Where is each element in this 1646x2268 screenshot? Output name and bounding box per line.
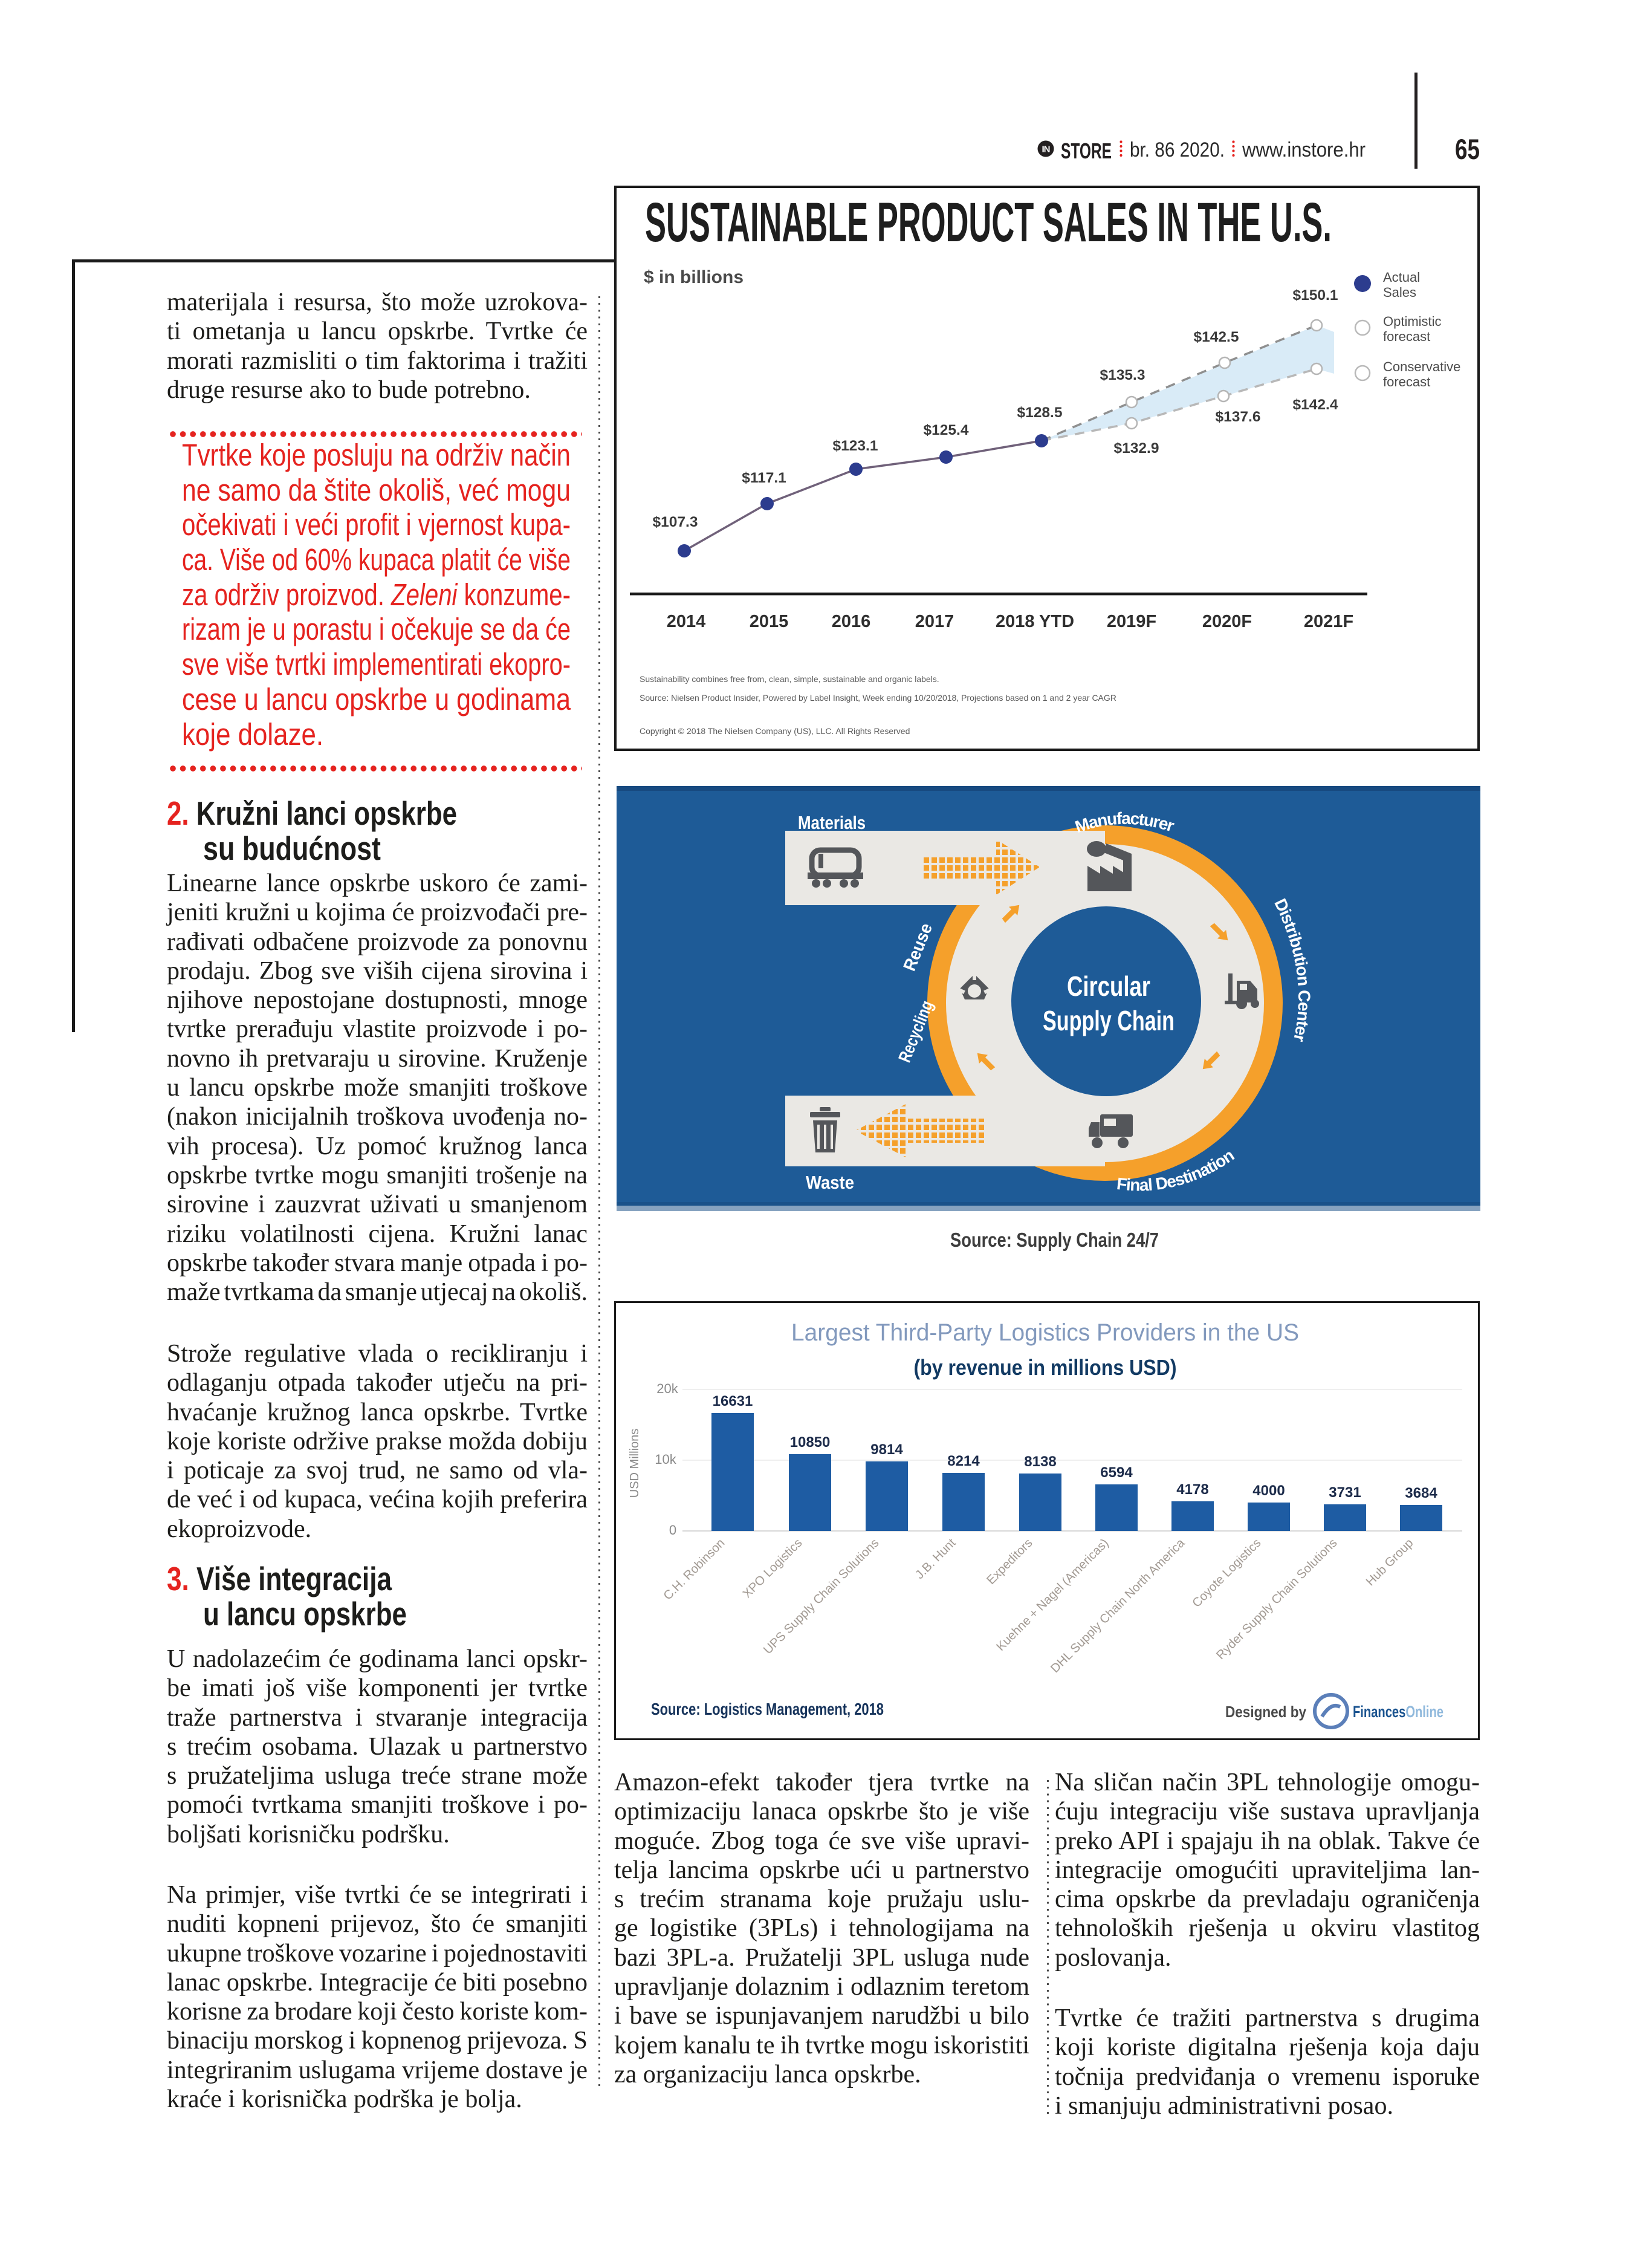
- svg-text:Optimistic: Optimistic: [1383, 314, 1442, 329]
- svg-text:Largest Third-Party Logistics: Largest Third-Party Logistics Providers …: [791, 1319, 1299, 1346]
- svg-text:$137.6: $137.6: [1216, 409, 1261, 425]
- svg-text:2017: 2017: [915, 612, 954, 631]
- svg-text:Designed by: Designed by: [1225, 1703, 1306, 1721]
- svg-text:(by revenue in millions USD): (by revenue in millions USD): [914, 1355, 1177, 1380]
- svg-text:SUSTAINABLE PRODUCT SALES IN T: SUSTAINABLE PRODUCT SALES IN THE U.S.: [645, 192, 1332, 253]
- svg-text:20k: 20k: [656, 1381, 678, 1396]
- svg-text:Circular: Circular: [1067, 970, 1150, 1002]
- svg-text:Expeditors: Expeditors: [984, 1536, 1035, 1587]
- svg-text:Ryder Supply Chain Solutions: Ryder Supply Chain Solutions: [1214, 1536, 1340, 1662]
- svg-text:4178: 4178: [1176, 1481, 1208, 1498]
- svg-text:$123.1: $123.1: [833, 438, 878, 454]
- svg-text:10k: 10k: [655, 1452, 676, 1467]
- svg-text:Source: Logistics Management,: Source: Logistics Management, 2018: [651, 1700, 884, 1718]
- svg-text:2015: 2015: [750, 612, 789, 631]
- svg-text:3731: 3731: [1329, 1484, 1361, 1501]
- svg-text:$117.1: $117.1: [742, 470, 786, 486]
- svg-text:$135.3: $135.3: [1100, 367, 1145, 383]
- svg-text:16631: 16631: [713, 1393, 753, 1409]
- svg-text:$150.1: $150.1: [1293, 287, 1338, 304]
- svg-text:Copyright © 2018 The Nielsen C: Copyright © 2018 The Nielsen Company (US…: [640, 726, 910, 736]
- svg-text:10850: 10850: [790, 1434, 831, 1451]
- svg-text:forecast: forecast: [1383, 374, 1430, 389]
- svg-text:DHL Supply Chain North America: DHL Supply Chain North America: [1048, 1536, 1188, 1675]
- svg-text:XPO Logistics: XPO Logistics: [740, 1536, 805, 1600]
- svg-text:$ in billions: $ in billions: [644, 267, 744, 287]
- svg-text:6594: 6594: [1100, 1464, 1133, 1481]
- svg-text:2019F: 2019F: [1107, 612, 1156, 631]
- svg-text:2016: 2016: [832, 612, 871, 631]
- svg-text:Coyote Logistics: Coyote Logistics: [1190, 1536, 1264, 1610]
- svg-text:Actual: Actual: [1383, 270, 1420, 285]
- svg-text:$132.9: $132.9: [1114, 440, 1159, 457]
- svg-text:$107.3: $107.3: [653, 514, 698, 530]
- svg-text:2020F: 2020F: [1202, 612, 1252, 631]
- svg-text:Source: Nielsen Product Inside: Source: Nielsen Product Insider, Powered…: [640, 693, 1116, 703]
- svg-text:Sustainability combines free f: Sustainability combines free from, clean…: [640, 674, 939, 684]
- svg-text:C.H. Robinson: C.H. Robinson: [661, 1536, 728, 1603]
- svg-text:3684: 3684: [1405, 1485, 1437, 1501]
- svg-text:$125.4: $125.4: [924, 422, 969, 438]
- svg-text:FinancesOnline: FinancesOnline: [1353, 1703, 1443, 1721]
- svg-text:Waste: Waste: [806, 1172, 854, 1193]
- svg-text:9814: 9814: [870, 1441, 903, 1458]
- svg-text:2018 YTD: 2018 YTD: [996, 612, 1074, 631]
- svg-text:$128.5: $128.5: [1017, 405, 1063, 421]
- svg-text:Supply Chain: Supply Chain: [1043, 1005, 1175, 1036]
- svg-text:Conservative: Conservative: [1383, 359, 1460, 374]
- svg-text:8138: 8138: [1024, 1454, 1056, 1470]
- svg-text:forecast: forecast: [1383, 329, 1430, 344]
- svg-text:Materials: Materials: [798, 812, 866, 833]
- svg-text:2014: 2014: [667, 612, 706, 631]
- svg-text:IN: IN: [1042, 145, 1050, 155]
- svg-text:2021F: 2021F: [1304, 612, 1353, 631]
- svg-text:4000: 4000: [1252, 1483, 1285, 1499]
- svg-text:Sales: Sales: [1383, 285, 1416, 300]
- svg-text:USD Millions: USD Millions: [628, 1429, 641, 1498]
- svg-text:0: 0: [669, 1522, 676, 1538]
- svg-text:Reuse: Reuse: [900, 921, 936, 974]
- svg-text:Hub Group: Hub Group: [1363, 1536, 1416, 1588]
- svg-text:J.B. Hunt: J.B. Hunt: [913, 1536, 959, 1582]
- svg-text:$142.5: $142.5: [1194, 329, 1239, 345]
- svg-text:8214: 8214: [947, 1453, 980, 1469]
- svg-text:$142.4: $142.4: [1293, 397, 1338, 413]
